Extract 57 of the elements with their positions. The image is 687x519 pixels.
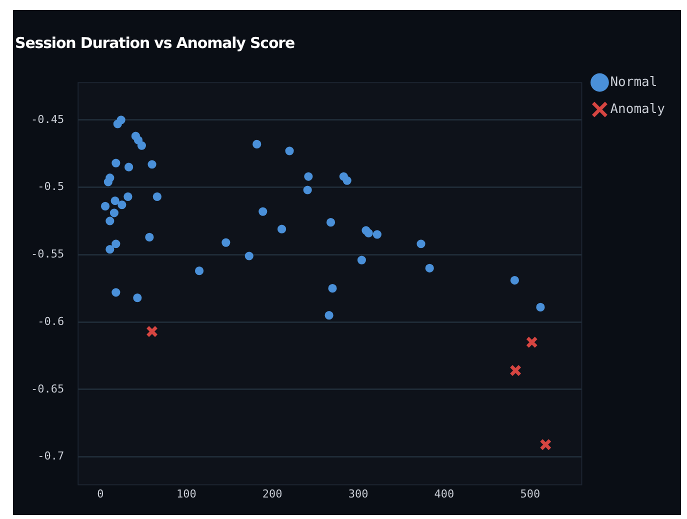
point <box>133 293 142 302</box>
point <box>146 325 158 338</box>
point <box>112 288 120 297</box>
point <box>118 200 126 210</box>
point <box>110 196 120 206</box>
x-tick-label: 400 <box>434 487 454 500</box>
point <box>328 284 337 293</box>
x-tick-label: 200 <box>262 487 282 500</box>
legend-label: Normal <box>610 74 658 90</box>
point <box>110 208 119 218</box>
point <box>106 244 114 254</box>
point <box>222 238 230 247</box>
point <box>100 202 110 210</box>
point <box>304 172 313 181</box>
point <box>145 232 154 242</box>
x-tick-label: 300 <box>348 487 368 500</box>
point <box>116 116 126 124</box>
point <box>148 160 156 169</box>
x-tick-label: 100 <box>176 487 196 500</box>
point <box>510 364 522 377</box>
point <box>112 240 120 248</box>
point <box>106 216 114 226</box>
point <box>244 252 254 260</box>
y-tick-label: -0.6 <box>38 314 64 328</box>
point <box>124 192 132 202</box>
point <box>540 438 552 451</box>
y-tick-label: -0.45 <box>30 112 64 126</box>
chart-title: Session Duration vs Anomaly Score <box>15 34 295 52</box>
point <box>324 310 334 320</box>
point <box>285 146 294 156</box>
point <box>416 240 426 248</box>
x-tick-label: 500 <box>520 487 540 500</box>
point <box>357 256 366 264</box>
point <box>152 192 162 202</box>
point <box>303 186 312 194</box>
point <box>342 176 352 185</box>
y-tick-label: -0.55 <box>30 248 64 261</box>
point <box>137 141 146 150</box>
x-tick-label: 0 <box>97 487 104 500</box>
point <box>252 140 262 148</box>
y-tick-label: -0.7 <box>38 450 64 463</box>
point <box>106 174 114 182</box>
point <box>536 302 545 312</box>
point <box>258 207 268 216</box>
y-tick-label: -0.65 <box>30 382 64 396</box>
point <box>526 336 538 348</box>
point <box>277 224 286 234</box>
y-tick-label: -0.5 <box>38 180 64 194</box>
point <box>326 218 336 227</box>
point <box>364 228 373 238</box>
point <box>425 264 434 272</box>
point <box>124 162 134 172</box>
point <box>112 158 120 168</box>
point <box>510 276 519 285</box>
legend-label: Anomaly <box>610 102 666 117</box>
point <box>194 266 204 276</box>
point <box>372 230 382 239</box>
